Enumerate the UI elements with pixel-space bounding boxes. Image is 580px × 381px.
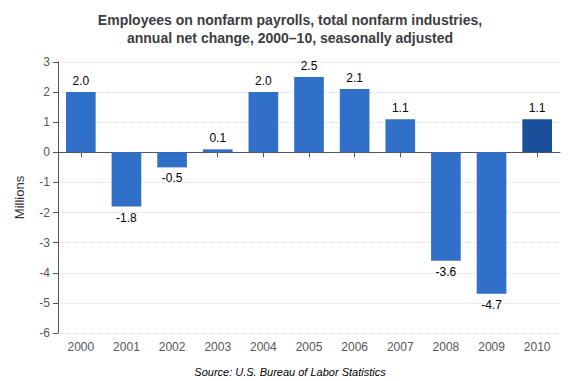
- svg-text:3: 3: [43, 55, 50, 69]
- svg-text:2000: 2000: [67, 340, 94, 354]
- svg-text:-6: -6: [39, 326, 50, 340]
- svg-text:2006: 2006: [341, 340, 368, 354]
- svg-text:2.5: 2.5: [301, 59, 318, 73]
- svg-text:-1: -1: [39, 175, 50, 189]
- svg-text:2002: 2002: [159, 340, 186, 354]
- svg-text:Millions: Millions: [12, 175, 27, 219]
- svg-text:-4.7: -4.7: [481, 298, 502, 312]
- svg-text:-4: -4: [39, 266, 50, 280]
- svg-text:2004: 2004: [250, 340, 277, 354]
- svg-text:2: 2: [43, 85, 50, 99]
- svg-text:-3: -3: [39, 236, 50, 250]
- svg-text:2.0: 2.0: [72, 74, 89, 88]
- svg-text:annual net change, 2000–10, se: annual net change, 2000–10, seasonally a…: [127, 30, 453, 46]
- svg-text:1: 1: [43, 115, 50, 129]
- svg-text:-5: -5: [39, 296, 50, 310]
- svg-text:0: 0: [43, 145, 50, 159]
- svg-text:2005: 2005: [296, 340, 323, 354]
- svg-text:Employees on nonfarm payrolls,: Employees on nonfarm payrolls, total non…: [98, 12, 482, 28]
- svg-text:2001: 2001: [113, 340, 140, 354]
- svg-text:0.1: 0.1: [209, 131, 226, 145]
- svg-text:2008: 2008: [433, 340, 460, 354]
- svg-text:-2: -2: [39, 206, 50, 220]
- svg-text:1.1: 1.1: [392, 101, 409, 115]
- svg-text:-1.8: -1.8: [116, 211, 137, 225]
- svg-text:2010: 2010: [524, 340, 551, 354]
- svg-text:1.1: 1.1: [529, 101, 546, 115]
- svg-text:2.0: 2.0: [255, 74, 272, 88]
- svg-text:2003: 2003: [204, 340, 231, 354]
- svg-text:2007: 2007: [387, 340, 414, 354]
- svg-text:Source: U.S. Bureau of Labor S: Source: U.S. Bureau of Labor Statistics: [194, 366, 386, 378]
- svg-text:-0.5: -0.5: [162, 171, 183, 185]
- svg-text:2.1: 2.1: [346, 71, 363, 85]
- svg-text:-3.6: -3.6: [436, 265, 457, 279]
- svg-text:2009: 2009: [478, 340, 505, 354]
